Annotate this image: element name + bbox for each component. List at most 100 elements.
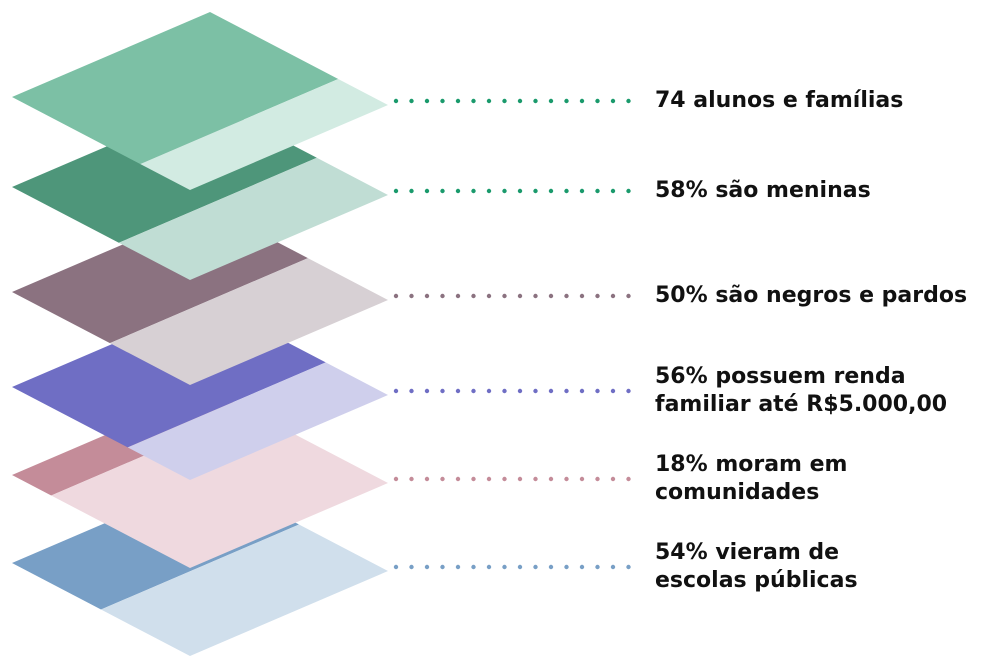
connector-dot	[440, 565, 444, 569]
connector-dot	[502, 189, 506, 193]
connector-dot	[564, 389, 568, 393]
connector-dot	[440, 189, 444, 193]
connector-dot	[456, 99, 460, 103]
connector-dot	[425, 389, 429, 393]
connector-dot	[580, 294, 584, 298]
connector-dot	[549, 477, 553, 481]
connector-dot	[471, 389, 475, 393]
connector-dot	[580, 565, 584, 569]
connector-dot	[502, 294, 506, 298]
connector-dot	[595, 477, 599, 481]
connector-dot	[456, 294, 460, 298]
item-label: familiar até R$5.000,00	[655, 392, 947, 417]
connector-dot	[533, 477, 537, 481]
connector-dot	[611, 99, 615, 103]
connector-dot	[580, 477, 584, 481]
infographic: 74 alunos e famílias 58% são meninas 50% s…	[0, 0, 986, 657]
connector-dot	[595, 389, 599, 393]
connector-dot	[533, 99, 537, 103]
connector-dot	[533, 389, 537, 393]
connector-dot	[502, 389, 506, 393]
connector-dot	[394, 565, 398, 569]
connector-dot	[425, 477, 429, 481]
connector-dot	[580, 189, 584, 193]
connector-dot	[626, 189, 630, 193]
connector-dot	[471, 477, 475, 481]
connector-dot	[611, 477, 615, 481]
connector-dot	[518, 294, 522, 298]
connector-dot	[409, 389, 413, 393]
connector-dot	[580, 99, 584, 103]
connector-dot	[487, 389, 491, 393]
connector-dot	[394, 99, 398, 103]
connector-dot	[487, 565, 491, 569]
connector-dot	[471, 99, 475, 103]
connector-dot	[409, 565, 413, 569]
connector-dot	[487, 294, 491, 298]
item-label: 56% possuem renda	[655, 364, 906, 389]
item-label: 58% são meninas	[655, 178, 871, 203]
connector-dot	[533, 189, 537, 193]
connector-dot	[595, 189, 599, 193]
connector-dot	[580, 389, 584, 393]
connector-dot	[394, 389, 398, 393]
connector-dot	[394, 189, 398, 193]
connector-dot	[440, 294, 444, 298]
connector-dot	[564, 189, 568, 193]
item-label: 18% moram em	[655, 452, 847, 477]
connector-dot	[549, 294, 553, 298]
connector-dot	[456, 389, 460, 393]
connector-dot	[425, 189, 429, 193]
connector-dot	[440, 477, 444, 481]
item-label: escolas públicas	[655, 568, 858, 593]
item-label: comunidades	[655, 480, 819, 505]
connector-dot	[626, 389, 630, 393]
connector-dot	[518, 99, 522, 103]
connector-dot	[564, 99, 568, 103]
connector-dot	[409, 99, 413, 103]
connector-dot	[502, 99, 506, 103]
connector-dot	[611, 389, 615, 393]
connector-dot	[595, 565, 599, 569]
connector-dot	[409, 294, 413, 298]
connector-dot	[456, 189, 460, 193]
connector-dot	[595, 294, 599, 298]
connector-dot	[425, 294, 429, 298]
connector-dot	[471, 294, 475, 298]
connector-dot	[456, 565, 460, 569]
connector-dot	[564, 294, 568, 298]
item-label: 74 alunos e famílias	[655, 88, 903, 113]
connector-dot	[611, 565, 615, 569]
connector-dot	[394, 294, 398, 298]
connector-dot	[549, 389, 553, 393]
connector-dot	[549, 189, 553, 193]
connector-dot	[518, 565, 522, 569]
connector-dot	[471, 565, 475, 569]
connector-dot	[425, 565, 429, 569]
connector-dot	[626, 294, 630, 298]
connector-dot	[502, 565, 506, 569]
connector-dot	[518, 389, 522, 393]
connector-dot	[487, 189, 491, 193]
connector-dot	[611, 294, 615, 298]
connector-dot	[564, 477, 568, 481]
connector-dot	[394, 477, 398, 481]
connector-dot	[502, 477, 506, 481]
connector-dot	[533, 294, 537, 298]
connector-dot	[440, 99, 444, 103]
connector-dot	[626, 565, 630, 569]
connector-dot	[518, 477, 522, 481]
connector-dot	[564, 565, 568, 569]
connector-dot	[549, 565, 553, 569]
connector-dot	[425, 99, 429, 103]
connector-dot	[487, 99, 491, 103]
item-label: 50% são negros e pardos	[655, 283, 967, 308]
connector-dot	[626, 99, 630, 103]
item-label: 54% vieram de	[655, 540, 839, 565]
connector-dot	[533, 565, 537, 569]
connector-dot	[595, 99, 599, 103]
connector-dot	[487, 477, 491, 481]
connector-dot	[518, 189, 522, 193]
connector-dot	[440, 389, 444, 393]
connector-dot	[409, 477, 413, 481]
